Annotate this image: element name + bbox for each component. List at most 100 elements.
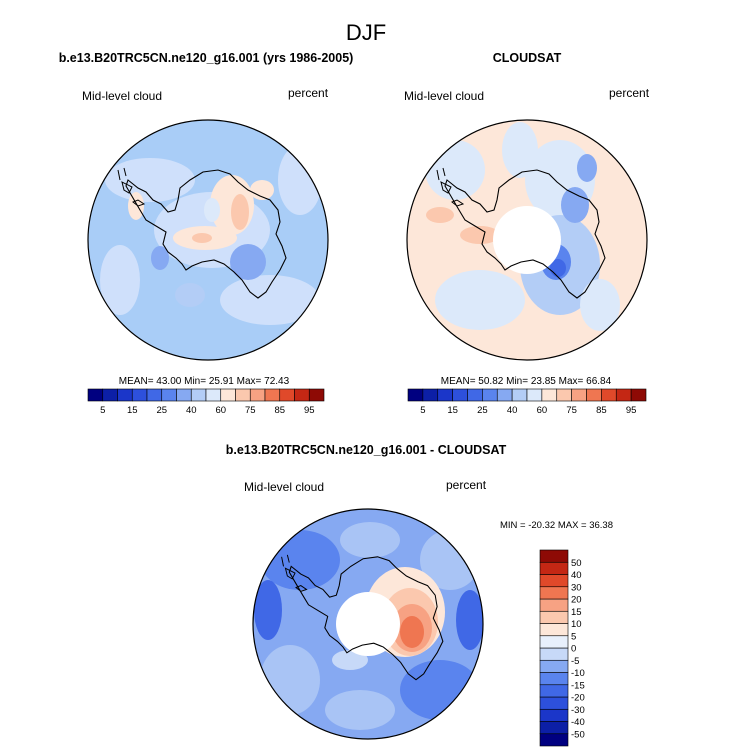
coastline xyxy=(117,167,287,299)
units-label: percent xyxy=(609,86,650,100)
panel-title: b.e13.B20TRC5CN.ne120_g16.001 (yrs 1986-… xyxy=(59,51,354,65)
colorbar-swatch xyxy=(190,388,207,402)
colorbar-tick-label: 5 xyxy=(420,405,425,416)
colorbar-swatch xyxy=(539,672,569,686)
units-label: percent xyxy=(446,478,487,492)
colorbar-tick-label: 15 xyxy=(447,405,458,416)
colorbar-swatch xyxy=(131,388,148,402)
colorbar-swatch xyxy=(539,684,569,698)
colorbar-tick-label: 25 xyxy=(156,405,167,416)
panel-title: CLOUDSAT xyxy=(493,51,562,65)
colorbar-swatch xyxy=(294,388,310,402)
colorbar-swatch xyxy=(205,388,222,402)
variable-label: Mid-level cloud xyxy=(82,89,162,103)
colorbar-tick-label: 5 xyxy=(571,631,576,642)
panel-title: b.e13.B20TRC5CN.ne120_g16.001 - CLOUDSAT xyxy=(226,443,507,457)
colorbar-swatch xyxy=(264,388,281,402)
variable-label: Mid-level cloud xyxy=(244,480,324,494)
colorbar-tick-label: -40 xyxy=(571,717,585,728)
colorbar-swatch xyxy=(87,388,104,402)
colorbar-swatch xyxy=(630,388,647,402)
map-field xyxy=(88,120,328,360)
colorbar-tick-label: 75 xyxy=(245,405,256,416)
colorbar-swatch xyxy=(452,388,468,402)
colorbar-swatch xyxy=(220,388,236,402)
stats-text: MIN = -20.32 MAX = 36.38 xyxy=(500,520,613,531)
colorbar-tick-label: 20 xyxy=(571,595,582,606)
colorbar-swatch xyxy=(279,388,295,402)
colorbar-swatch xyxy=(422,388,439,402)
colorbar-swatch xyxy=(586,388,602,402)
colorbar-swatch xyxy=(556,388,572,402)
colorbar-swatch xyxy=(482,388,498,402)
colorbar-tick-label: -10 xyxy=(571,668,585,679)
coastline xyxy=(281,554,444,681)
figure-title: DJF xyxy=(346,20,386,45)
colorbar-swatch xyxy=(539,647,569,661)
colorbar-swatch xyxy=(539,574,569,588)
colorbar-tick-label: 95 xyxy=(304,405,315,416)
colorbar-tick-label: 85 xyxy=(274,405,285,416)
colorbar-swatch xyxy=(467,388,483,402)
colorbar-swatch xyxy=(161,388,177,402)
colorbar-tick-label: 60 xyxy=(215,405,226,416)
colorbar-swatch xyxy=(571,388,587,402)
colorbar: 5 15 25 40 60 75 85 95 xyxy=(87,388,325,416)
coastline xyxy=(436,167,606,299)
colorbar-tick-label: 10 xyxy=(571,619,582,630)
colorbar-tick-label: 50 xyxy=(571,558,582,569)
colorbar-swatch xyxy=(539,721,569,735)
colorbar-swatch xyxy=(539,659,569,673)
colorbar-swatch xyxy=(102,388,118,402)
colorbar-swatch xyxy=(511,388,528,402)
colorbar-tick-label: 40 xyxy=(507,405,518,416)
colorbar-tick-label: 95 xyxy=(626,405,637,416)
colorbar-swatch xyxy=(437,388,453,402)
colorbar-swatch xyxy=(526,388,543,402)
colorbar-swatch xyxy=(117,388,133,402)
colorbar-swatch xyxy=(407,388,424,402)
variable-label: Mid-level cloud xyxy=(404,89,484,103)
stats-text: MEAN= 50.82 Min= 23.85 Max= 66.84 xyxy=(441,376,612,387)
colorbar-tick-label: 40 xyxy=(186,405,197,416)
colorbar-swatch xyxy=(539,610,569,624)
colorbar-swatch xyxy=(539,733,569,747)
colorbar-tick-label: 60 xyxy=(537,405,548,416)
colorbar-tick-label: 85 xyxy=(596,405,607,416)
colorbar-tick-label: 15 xyxy=(571,607,582,618)
colorbar-swatch xyxy=(539,696,569,710)
colorbar-tick-label: -30 xyxy=(571,705,585,716)
panel-difference: b.e13.B20TRC5CN.ne120_g16.001 - CLOUDSAT… xyxy=(226,443,613,747)
colorbar-swatch xyxy=(235,388,251,402)
colorbar-swatch xyxy=(176,388,192,402)
panel-model: b.e13.B20TRC5CN.ne120_g16.001 (yrs 1986-… xyxy=(59,51,354,416)
colorbar-tick-label: 40 xyxy=(571,570,582,581)
colorbar-swatch xyxy=(539,623,569,637)
colorbar-swatch xyxy=(539,586,569,600)
colorbar-swatch xyxy=(601,388,617,402)
colorbar-tick-label: 0 xyxy=(571,644,576,655)
colorbar-swatch xyxy=(615,388,632,402)
colorbar-tick-label: -15 xyxy=(571,680,585,691)
colorbar-swatch xyxy=(539,598,569,612)
colorbar-swatch xyxy=(539,708,569,722)
colorbar-swatch xyxy=(541,388,558,402)
colorbar-swatch xyxy=(249,388,266,402)
colorbar-swatch xyxy=(539,635,569,649)
colorbar-tick-label: -5 xyxy=(571,656,579,667)
colorbar-tick-label: 75 xyxy=(566,405,577,416)
colorbar-tick-label: -20 xyxy=(571,693,585,704)
colorbar-swatch xyxy=(308,388,325,402)
colorbar-tick-label: 15 xyxy=(127,405,138,416)
colorbar-swatch xyxy=(146,388,163,402)
colorbar-tick-label: 30 xyxy=(571,582,582,593)
colorbar-swatch xyxy=(539,549,569,563)
colorbar: 5 15 25 40 60 75 85 95 xyxy=(407,388,647,416)
colorbar-tick-label: -50 xyxy=(571,729,585,740)
colorbar-tick-label: 25 xyxy=(477,405,488,416)
units-label: percent xyxy=(288,86,329,100)
colorbar-swatch xyxy=(496,388,513,402)
colorbar-swatch xyxy=(539,561,569,575)
